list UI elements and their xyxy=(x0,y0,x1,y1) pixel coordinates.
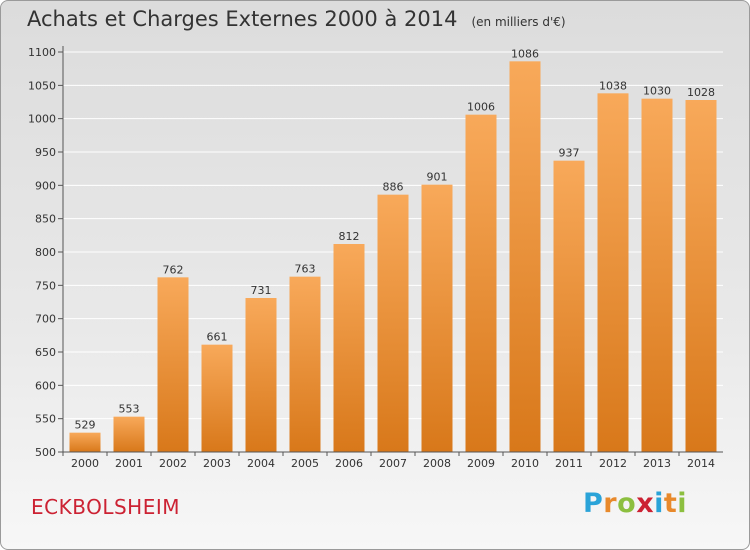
data-label: 553 xyxy=(119,403,140,416)
value-labels: 529 553 762 661 731 763 812 886 901 1006 1086 937 10… xyxy=(75,47,716,431)
x-tick-label: 2006 xyxy=(335,457,363,470)
y-tick-label: 750 xyxy=(35,279,56,292)
x-tick-label: 2005 xyxy=(291,457,319,470)
y-tick-label: 1000 xyxy=(28,113,56,126)
bar-2010 xyxy=(509,61,541,452)
y-tick-label: 850 xyxy=(35,213,56,226)
bar-2013 xyxy=(641,98,673,453)
data-label: 1028 xyxy=(687,86,715,99)
bar-2009 xyxy=(465,114,497,453)
bar-2006 xyxy=(333,244,365,452)
y-tick-label: 650 xyxy=(35,346,56,359)
x-tick-label: 2004 xyxy=(247,457,275,470)
y-tick-label: 950 xyxy=(35,146,56,159)
y-tick-label: 1100 xyxy=(28,46,56,59)
data-label: 763 xyxy=(295,263,316,276)
logo-letter: r xyxy=(603,488,618,519)
bar-2012 xyxy=(597,93,629,452)
data-label: 812 xyxy=(339,230,360,243)
bar-2003 xyxy=(201,344,233,452)
bar-2002 xyxy=(157,277,189,452)
x-tick-label: 2001 xyxy=(115,457,143,470)
bar-2008 xyxy=(421,184,453,452)
logo-letter: o xyxy=(617,488,637,519)
data-label: 1030 xyxy=(643,85,671,98)
data-label: 901 xyxy=(427,171,448,184)
data-label: 937 xyxy=(559,147,580,160)
data-label: 529 xyxy=(75,419,96,432)
chart-title: Achats et Charges Externes 2000 à 2014 (e… xyxy=(27,7,566,31)
x-tick-label: 2008 xyxy=(423,457,451,470)
x-tick-label: 2014 xyxy=(687,457,715,470)
unit-label: (en milliers d'€) xyxy=(471,15,566,29)
logo-letter: x xyxy=(636,488,655,519)
logo-letter: P xyxy=(583,488,604,519)
bar-2011 xyxy=(553,160,585,452)
x-tick-label: 2009 xyxy=(467,457,495,470)
bar-2014 xyxy=(685,100,717,452)
logo-letter: i xyxy=(654,488,664,519)
data-label: 1038 xyxy=(599,79,627,92)
y-tick-label: 700 xyxy=(35,313,56,326)
bar-2004 xyxy=(245,298,277,452)
x-tick-label: 2002 xyxy=(159,457,187,470)
x-tick-label: 2011 xyxy=(555,457,583,470)
x-tick-label: 2013 xyxy=(643,457,671,470)
data-label: 1086 xyxy=(511,47,539,60)
logo-letter: i xyxy=(677,488,688,519)
commune-name: ECKBOLSHEIM xyxy=(31,495,180,519)
proxiti-logo: Proxiti xyxy=(583,488,687,519)
logo-letter: t xyxy=(663,488,678,519)
bar-2007 xyxy=(377,194,409,452)
data-label: 731 xyxy=(251,284,272,297)
y-tick-label: 500 xyxy=(35,446,56,459)
data-label: 661 xyxy=(207,331,228,344)
data-label: 1006 xyxy=(467,101,495,114)
bar-2000 xyxy=(69,432,101,452)
x-tick-label: 2010 xyxy=(511,457,539,470)
data-label: 886 xyxy=(383,181,404,194)
x-tick-label: 2012 xyxy=(599,457,627,470)
x-tick-label: 2000 xyxy=(71,457,99,470)
bars xyxy=(69,61,717,453)
x-tick-label: 2003 xyxy=(203,457,231,470)
y-tick-label: 900 xyxy=(35,179,56,192)
title-text: Achats et Charges Externes 2000 à 2014 xyxy=(27,7,458,31)
y-tick-label: 800 xyxy=(35,246,56,259)
y-tick-label: 1050 xyxy=(28,79,56,92)
axes: 500 550 600 650 700 750 800 850 900 950 1000 1050 11… xyxy=(28,46,723,470)
y-tick-label: 550 xyxy=(35,413,56,426)
y-tick-label: 600 xyxy=(35,379,56,392)
bar-2005 xyxy=(289,276,321,452)
data-label: 762 xyxy=(163,263,184,276)
bar-2001 xyxy=(113,416,145,452)
x-tick-label: 2007 xyxy=(379,457,407,470)
